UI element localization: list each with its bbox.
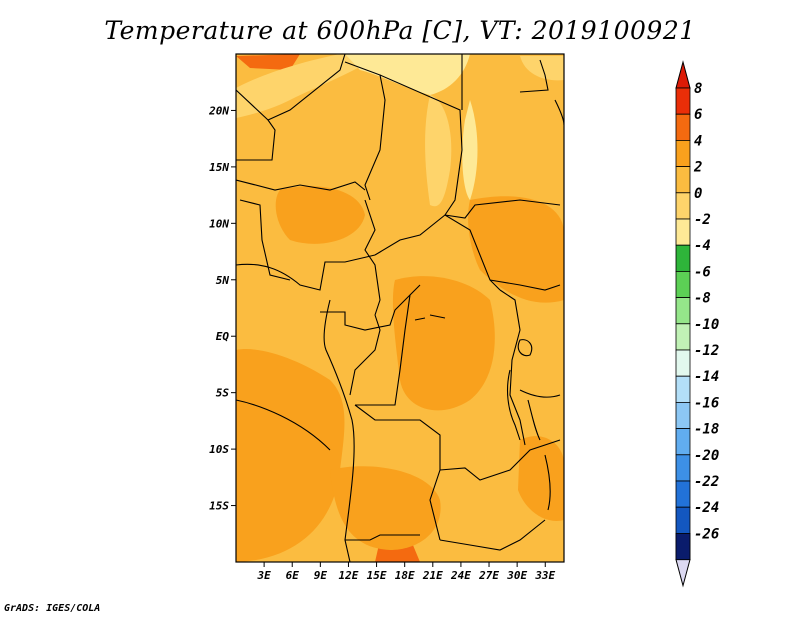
colorbar-label: -20 xyxy=(694,448,719,464)
colorbar-label: -8 xyxy=(694,291,711,307)
lon-tick-label: 33E xyxy=(534,569,555,582)
colorbar-label: -22 xyxy=(694,474,719,490)
lon-tick-label: 12E xyxy=(339,569,359,582)
colorbar-label: 8 xyxy=(694,81,702,97)
colorbar-bin xyxy=(675,428,691,456)
colorbar-bin xyxy=(675,506,691,534)
colorbar-bin xyxy=(675,480,691,508)
lat-tick-label: 5N xyxy=(216,274,230,287)
colorbar-label: -12 xyxy=(694,343,719,359)
lat-tick-label: 10N xyxy=(209,217,229,230)
colorbar-label: -4 xyxy=(694,238,711,254)
colorbar-bin xyxy=(675,349,691,377)
lakes xyxy=(414,314,551,511)
warm-region-mozambique xyxy=(518,436,564,521)
chart-title: Temperature at 600hPa [C], VT: 201910092… xyxy=(104,16,696,45)
temperature-field xyxy=(236,54,564,562)
grads-credit: GrADS: IGES/COLA xyxy=(4,603,101,614)
colorbar-label: -26 xyxy=(694,526,719,542)
cool-region-sudan-north xyxy=(462,100,478,200)
lat-tick-label: 10S xyxy=(209,443,229,456)
hot-region-northwest xyxy=(236,54,300,70)
lon-tick-label: 27E xyxy=(478,569,499,582)
lon-tick-label: 3E xyxy=(256,569,271,582)
latitude-axis: 20N 15N 10N 5N EQ 5S 10S 15S xyxy=(208,104,236,513)
cool-region-chad xyxy=(425,95,452,207)
colorbar-bottom-arrow xyxy=(675,559,691,588)
lon-tick-label: 24E xyxy=(450,569,471,582)
lon-tick-label: 6E xyxy=(286,569,300,582)
colorbar: 8 6 4 2 0 -2 -4 -6 -8 -10 -12 -14 -16 -18 -20 -22 -24 -26 xyxy=(675,60,719,588)
colorbar-label: -18 xyxy=(694,422,719,438)
colorbar-label: -16 xyxy=(694,395,719,411)
country-borders xyxy=(236,54,564,562)
warm-region-southwest xyxy=(236,349,345,562)
colorbar-label: -10 xyxy=(694,317,719,333)
warm-region-congo xyxy=(392,276,495,411)
colorbar-bin-lowest xyxy=(675,533,691,561)
colorbar-label: 6 xyxy=(694,107,702,123)
colorbar-label: -24 xyxy=(694,500,719,516)
colorbar-bin xyxy=(675,401,691,429)
colorbar-top-arrow xyxy=(675,60,691,89)
colorbar-bin xyxy=(675,297,691,325)
colorbar-bin xyxy=(675,375,691,403)
colorbar-bin xyxy=(675,270,691,298)
colorbar-bin xyxy=(675,166,691,194)
lon-tick-label: 30E xyxy=(506,569,527,582)
lon-tick-label: 18E xyxy=(395,569,415,582)
lon-tick-label: 15E xyxy=(367,569,387,582)
colorbar-bin xyxy=(675,192,691,220)
lat-tick-label: EQ xyxy=(216,330,230,343)
warm-region-nigeria xyxy=(275,186,365,244)
lon-tick-label: 9E xyxy=(314,569,328,582)
colorbar-label: -6 xyxy=(694,264,711,280)
colorbar-bin xyxy=(675,87,691,115)
lat-tick-label: 15S xyxy=(209,500,229,513)
lon-tick-label: 21E xyxy=(422,569,443,582)
lat-tick-label: 20N xyxy=(208,104,229,117)
colorbar-label: 2 xyxy=(693,160,702,176)
cool-region-sahara-west xyxy=(236,54,380,118)
colorbar-label: -14 xyxy=(694,369,719,385)
plot-frame xyxy=(235,53,565,563)
colorbar-bin xyxy=(675,139,691,167)
colorbar-bin xyxy=(675,323,691,351)
warm-region-sudan xyxy=(468,196,564,303)
lat-tick-label: 5S xyxy=(216,387,230,400)
longitude-axis: 3E 6E 9E 12E 15E 18E 21E 24E 27E 30E 33E xyxy=(256,562,556,582)
warm-region-angola xyxy=(330,466,441,550)
colorbar-bin xyxy=(675,244,691,272)
lat-tick-label: 15N xyxy=(209,161,229,174)
colorbar-bin xyxy=(675,218,691,246)
cool-region-egypt xyxy=(520,56,564,81)
cool-region-sahara-central xyxy=(345,54,470,95)
colorbar-label: -2 xyxy=(694,212,711,228)
colorbar-label: 4 xyxy=(694,133,702,149)
colorbar-bin xyxy=(675,113,691,141)
colorbar-bin xyxy=(675,454,691,482)
colorbar-label: 0 xyxy=(694,186,702,202)
